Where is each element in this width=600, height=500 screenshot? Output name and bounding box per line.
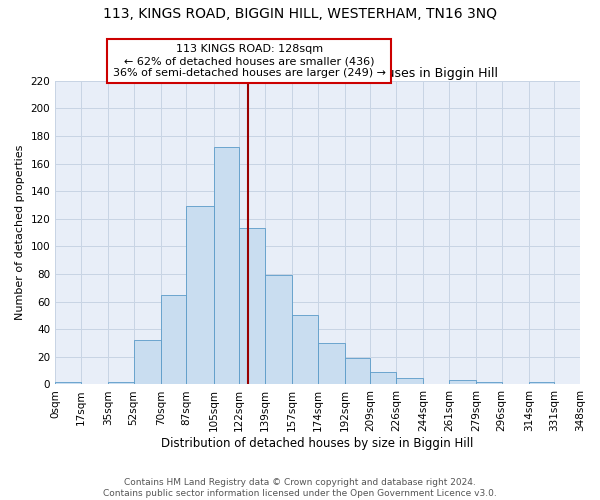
Text: 113, KINGS ROAD, BIGGIN HILL, WESTERHAM, TN16 3NQ: 113, KINGS ROAD, BIGGIN HILL, WESTERHAM,… — [103, 8, 497, 22]
Bar — [214, 147, 239, 384]
Bar — [529, 382, 554, 384]
X-axis label: Distribution of detached houses by size in Biggin Hill: Distribution of detached houses by size … — [161, 437, 474, 450]
Bar — [108, 382, 134, 384]
Bar — [134, 340, 161, 384]
Y-axis label: Number of detached properties: Number of detached properties — [15, 145, 25, 320]
Bar — [317, 343, 345, 384]
Bar — [449, 380, 476, 384]
Bar — [55, 382, 81, 384]
Bar — [396, 378, 423, 384]
Bar — [239, 228, 265, 384]
Bar — [476, 382, 502, 384]
Text: 113 KINGS ROAD: 128sqm
← 62% of detached houses are smaller (436)
36% of semi-de: 113 KINGS ROAD: 128sqm ← 62% of detached… — [113, 44, 386, 78]
Bar — [370, 372, 396, 384]
Bar — [161, 294, 187, 384]
Bar — [292, 316, 317, 384]
Text: Contains HM Land Registry data © Crown copyright and database right 2024.
Contai: Contains HM Land Registry data © Crown c… — [103, 478, 497, 498]
Bar — [265, 276, 292, 384]
Bar — [187, 206, 214, 384]
Bar — [345, 358, 370, 384]
Title: Size of property relative to detached houses in Biggin Hill: Size of property relative to detached ho… — [137, 66, 498, 80]
